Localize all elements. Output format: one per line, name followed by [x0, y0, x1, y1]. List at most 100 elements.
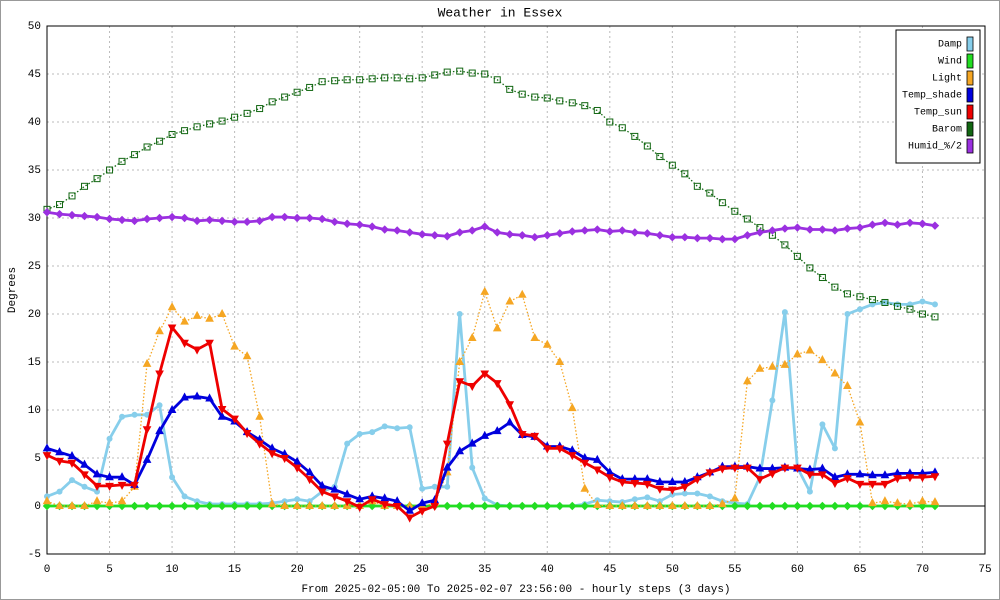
- point: [205, 313, 214, 322]
- point: [530, 232, 539, 242]
- point: [906, 301, 913, 308]
- point: [868, 296, 876, 304]
- point: [306, 83, 314, 91]
- point: [169, 474, 176, 481]
- point: [855, 223, 865, 232]
- point: [518, 90, 526, 98]
- point: [192, 391, 202, 400]
- point: [668, 232, 677, 242]
- point: [693, 476, 702, 485]
- point: [430, 503, 440, 512]
- point: [118, 157, 126, 165]
- point: [592, 466, 602, 475]
- point: [305, 476, 314, 485]
- legend-label: Barom: [932, 125, 962, 136]
- point: [567, 403, 577, 412]
- legend-swatch: [966, 36, 974, 52]
- point: [81, 483, 88, 490]
- point: [130, 481, 139, 490]
- point: [456, 67, 464, 75]
- point: [317, 488, 327, 497]
- point: [530, 432, 540, 441]
- y-tick-label: 20: [28, 309, 41, 321]
- point: [480, 370, 490, 379]
- point: [568, 99, 576, 107]
- point: [606, 118, 614, 126]
- point: [369, 429, 376, 436]
- point: [405, 514, 415, 523]
- point: [793, 464, 802, 473]
- point: [443, 232, 452, 241]
- point: [92, 482, 102, 491]
- point: [693, 233, 702, 243]
- point: [743, 501, 752, 511]
- point: [117, 501, 127, 511]
- y-tick-label: 30: [28, 213, 41, 225]
- point: [292, 464, 302, 473]
- point: [167, 404, 177, 413]
- point: [843, 224, 852, 233]
- point: [367, 501, 377, 511]
- point: [869, 301, 876, 308]
- point: [681, 170, 689, 178]
- point: [568, 501, 577, 511]
- point: [105, 472, 114, 481]
- point: [317, 480, 327, 489]
- x-tick-label: 75: [978, 564, 991, 576]
- point: [231, 113, 239, 121]
- point: [417, 230, 427, 239]
- point: [705, 500, 715, 509]
- point: [230, 415, 239, 424]
- point: [655, 485, 665, 494]
- point: [468, 69, 476, 77]
- point: [192, 216, 202, 226]
- point: [192, 346, 202, 355]
- point: [330, 217, 339, 227]
- point: [580, 226, 589, 235]
- point: [180, 392, 189, 401]
- point: [567, 452, 577, 461]
- legend-swatch: [966, 70, 974, 86]
- point: [230, 341, 239, 350]
- point: [780, 224, 790, 233]
- point: [155, 426, 164, 435]
- point: [930, 473, 940, 482]
- point: [217, 411, 227, 420]
- point: [192, 310, 202, 319]
- point: [919, 298, 926, 305]
- point: [393, 74, 401, 82]
- point: [780, 501, 790, 511]
- point: [305, 213, 314, 223]
- point: [467, 332, 477, 341]
- x-tick-label: 5: [106, 564, 113, 576]
- x-tick-label: 10: [165, 564, 178, 576]
- point: [793, 223, 802, 232]
- point: [505, 230, 514, 239]
- point: [630, 228, 640, 237]
- point: [142, 426, 152, 435]
- point: [255, 501, 264, 511]
- y-tick-label: 5: [34, 453, 41, 465]
- point: [380, 225, 389, 234]
- point: [805, 501, 815, 511]
- point: [192, 501, 202, 511]
- point: [755, 501, 765, 511]
- point: [342, 498, 352, 507]
- point: [768, 470, 777, 479]
- x-axis-label: From 2025-02-05:00 To 2025-02-07 23:56:0…: [301, 584, 730, 596]
- point: [81, 182, 89, 190]
- point: [505, 296, 515, 305]
- point: [117, 481, 127, 490]
- x-tick-label: 15: [228, 564, 241, 576]
- point: [431, 71, 439, 79]
- point: [680, 483, 690, 492]
- point: [217, 216, 227, 226]
- point: [419, 485, 426, 492]
- point: [292, 456, 302, 465]
- point: [492, 426, 502, 435]
- point: [480, 222, 489, 231]
- point: [542, 445, 552, 454]
- point: [242, 430, 252, 439]
- legend-swatch: [966, 104, 974, 120]
- point: [806, 264, 814, 272]
